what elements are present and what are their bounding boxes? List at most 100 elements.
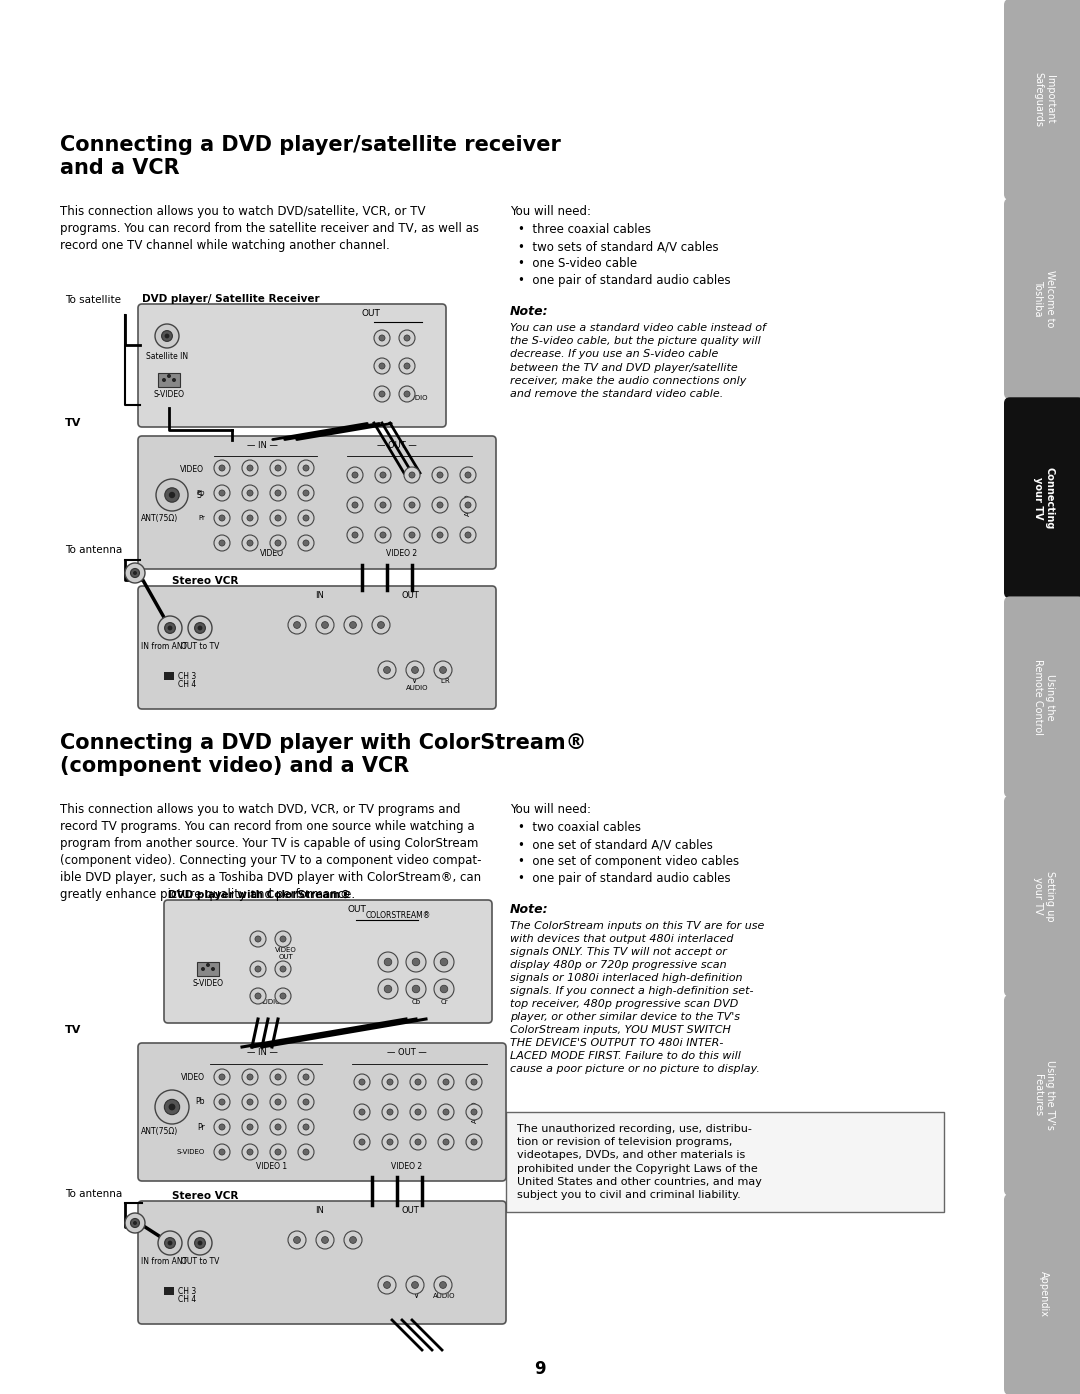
Circle shape — [242, 460, 258, 475]
Circle shape — [242, 510, 258, 526]
Circle shape — [434, 952, 454, 972]
Circle shape — [432, 467, 448, 482]
Text: The ColorStream inputs on this TV are for use
with devices that output 480i inte: The ColorStream inputs on this TV are fo… — [510, 921, 765, 1075]
Circle shape — [198, 626, 202, 630]
Circle shape — [288, 616, 306, 634]
Circle shape — [275, 539, 281, 546]
Circle shape — [156, 1090, 189, 1124]
Circle shape — [383, 1281, 391, 1288]
Circle shape — [270, 1144, 286, 1160]
Text: Note:: Note: — [510, 305, 549, 318]
Circle shape — [460, 527, 476, 544]
Circle shape — [350, 1236, 356, 1243]
Circle shape — [411, 666, 418, 673]
Text: TV: TV — [65, 1025, 81, 1034]
Circle shape — [378, 622, 384, 629]
Bar — [164, 672, 174, 680]
Circle shape — [168, 492, 175, 498]
Circle shape — [409, 502, 415, 507]
Circle shape — [247, 1098, 253, 1105]
Circle shape — [354, 1104, 370, 1119]
Circle shape — [352, 473, 359, 478]
Text: AUDIO: AUDIO — [472, 1101, 478, 1124]
Circle shape — [383, 666, 391, 673]
Text: — IN —: — IN — — [246, 1048, 278, 1057]
FancyBboxPatch shape — [164, 901, 492, 1023]
Circle shape — [434, 661, 453, 679]
Circle shape — [162, 378, 166, 382]
Circle shape — [438, 1133, 454, 1150]
Circle shape — [379, 390, 386, 397]
Text: •  three coaxial cables: • three coaxial cables — [518, 223, 651, 236]
Circle shape — [303, 1149, 309, 1156]
Circle shape — [280, 935, 286, 942]
Circle shape — [345, 1231, 362, 1249]
Circle shape — [378, 661, 396, 679]
Circle shape — [270, 1119, 286, 1135]
Circle shape — [406, 979, 426, 999]
Text: IN: IN — [315, 591, 324, 599]
Circle shape — [384, 986, 392, 993]
Text: This connection allows you to watch DVD, VCR, or TV programs and
record TV progr: This connection allows you to watch DVD,… — [60, 803, 482, 901]
Circle shape — [280, 993, 286, 999]
Circle shape — [298, 510, 314, 526]
Circle shape — [440, 1281, 446, 1288]
Text: AUDIO: AUDIO — [406, 684, 429, 691]
Circle shape — [387, 1079, 393, 1085]
Circle shape — [375, 498, 391, 513]
Circle shape — [471, 1139, 477, 1144]
Circle shape — [164, 623, 175, 633]
Circle shape — [214, 460, 230, 475]
Text: TV: TV — [65, 418, 81, 428]
Text: VIDEO: VIDEO — [180, 466, 204, 474]
Circle shape — [211, 967, 215, 972]
Circle shape — [219, 1098, 225, 1105]
FancyBboxPatch shape — [1004, 597, 1080, 797]
Circle shape — [275, 1124, 281, 1131]
Circle shape — [441, 986, 448, 993]
Circle shape — [303, 1073, 309, 1080]
Circle shape — [438, 1104, 454, 1119]
Circle shape — [275, 931, 291, 947]
Text: VIDEO 2: VIDEO 2 — [391, 1163, 422, 1171]
Text: CH 4: CH 4 — [178, 680, 197, 689]
Circle shape — [247, 489, 253, 496]
Circle shape — [374, 358, 390, 374]
Circle shape — [298, 535, 314, 551]
Circle shape — [350, 622, 356, 629]
Circle shape — [168, 1104, 175, 1111]
Circle shape — [298, 1144, 314, 1160]
Circle shape — [415, 1079, 421, 1085]
Circle shape — [167, 374, 171, 378]
Circle shape — [214, 1094, 230, 1110]
Circle shape — [188, 616, 212, 640]
Text: Connecting a DVD player with ColorStream®
(component video) and a VCR: Connecting a DVD player with ColorStream… — [60, 733, 586, 776]
FancyBboxPatch shape — [138, 1043, 507, 1181]
Circle shape — [460, 467, 476, 482]
Circle shape — [354, 1133, 370, 1150]
Text: — OUT —: — OUT — — [377, 441, 417, 450]
Circle shape — [247, 1149, 253, 1156]
Circle shape — [322, 1236, 328, 1243]
Circle shape — [164, 1100, 179, 1115]
Text: Stereo VCR: Stereo VCR — [172, 1190, 239, 1202]
Circle shape — [434, 1276, 453, 1294]
Circle shape — [270, 510, 286, 526]
Text: CH 3: CH 3 — [178, 672, 197, 682]
Circle shape — [125, 1213, 145, 1234]
Circle shape — [372, 616, 390, 634]
Circle shape — [406, 661, 424, 679]
Circle shape — [294, 622, 300, 629]
Text: S-: S- — [197, 491, 204, 499]
Circle shape — [172, 378, 176, 382]
Circle shape — [219, 514, 225, 521]
Circle shape — [460, 498, 476, 513]
Circle shape — [219, 1073, 225, 1080]
FancyBboxPatch shape — [138, 1202, 507, 1324]
Circle shape — [471, 1110, 477, 1115]
Circle shape — [214, 485, 230, 500]
Circle shape — [374, 386, 390, 401]
Text: VIDEO 2: VIDEO 2 — [387, 549, 418, 558]
Text: IN from ANT: IN from ANT — [140, 643, 187, 651]
Circle shape — [438, 1073, 454, 1090]
